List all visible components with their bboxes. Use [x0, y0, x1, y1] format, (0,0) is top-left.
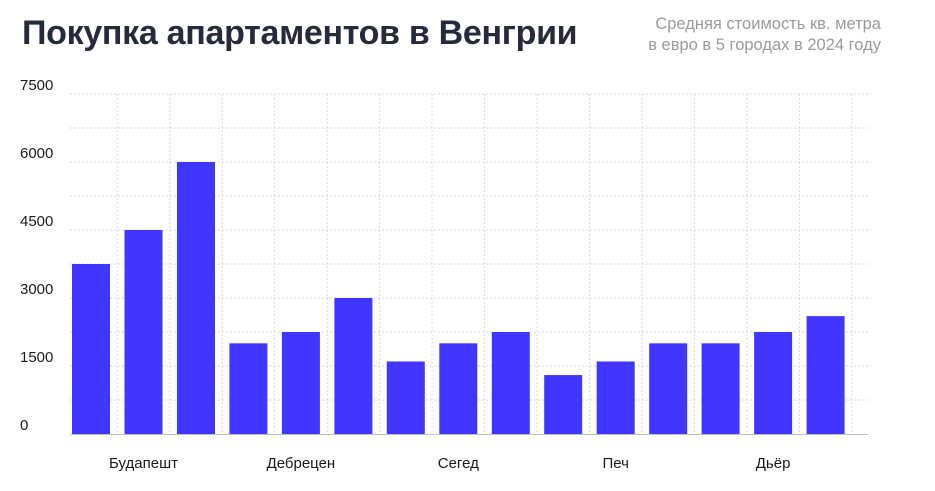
x-tick-label: Дебрецен — [267, 455, 336, 472]
bar — [439, 343, 478, 434]
bar — [281, 332, 320, 434]
bar — [806, 316, 845, 434]
bar — [544, 375, 583, 434]
subtitle-line-1: Средняя стоимость кв. метра — [655, 15, 881, 33]
bar — [649, 343, 688, 434]
bar — [701, 343, 740, 434]
bar — [72, 264, 110, 434]
x-axis: Будапешт Дебрецен Сегед Печ Дьёр — [70, 434, 868, 472]
chart-title: Покупка апартаментов в Венгрии — [22, 14, 578, 52]
y-tick-label: 6000 — [20, 145, 53, 162]
x-tick-label: Сегед — [438, 455, 479, 472]
y-tick-label: 0 — [20, 417, 28, 434]
x-tick-label: Будапешт — [109, 455, 178, 472]
y-axis: 0 1500 3000 4500 6000 7500 — [20, 77, 53, 434]
bar — [177, 162, 215, 434]
y-tick-label: 1500 — [20, 349, 53, 366]
chart-subtitle: Средняя стоимость кв. метра в евро в 5 г… — [551, 14, 881, 56]
bar — [124, 230, 163, 434]
x-tick-label: Дьёр — [756, 455, 791, 472]
bar — [754, 332, 793, 434]
bar — [491, 332, 530, 434]
bars — [72, 162, 845, 434]
y-tick-label: 3000 — [20, 281, 53, 298]
bar — [334, 298, 373, 434]
bar — [596, 361, 635, 434]
x-tick-label: Печ — [602, 455, 628, 472]
y-tick-label: 7500 — [20, 77, 53, 94]
bar — [229, 343, 268, 434]
y-tick-label: 4500 — [20, 213, 53, 230]
bar — [386, 361, 425, 434]
subtitle-line-2: в евро в 5 городах в 2024 году — [648, 36, 881, 54]
